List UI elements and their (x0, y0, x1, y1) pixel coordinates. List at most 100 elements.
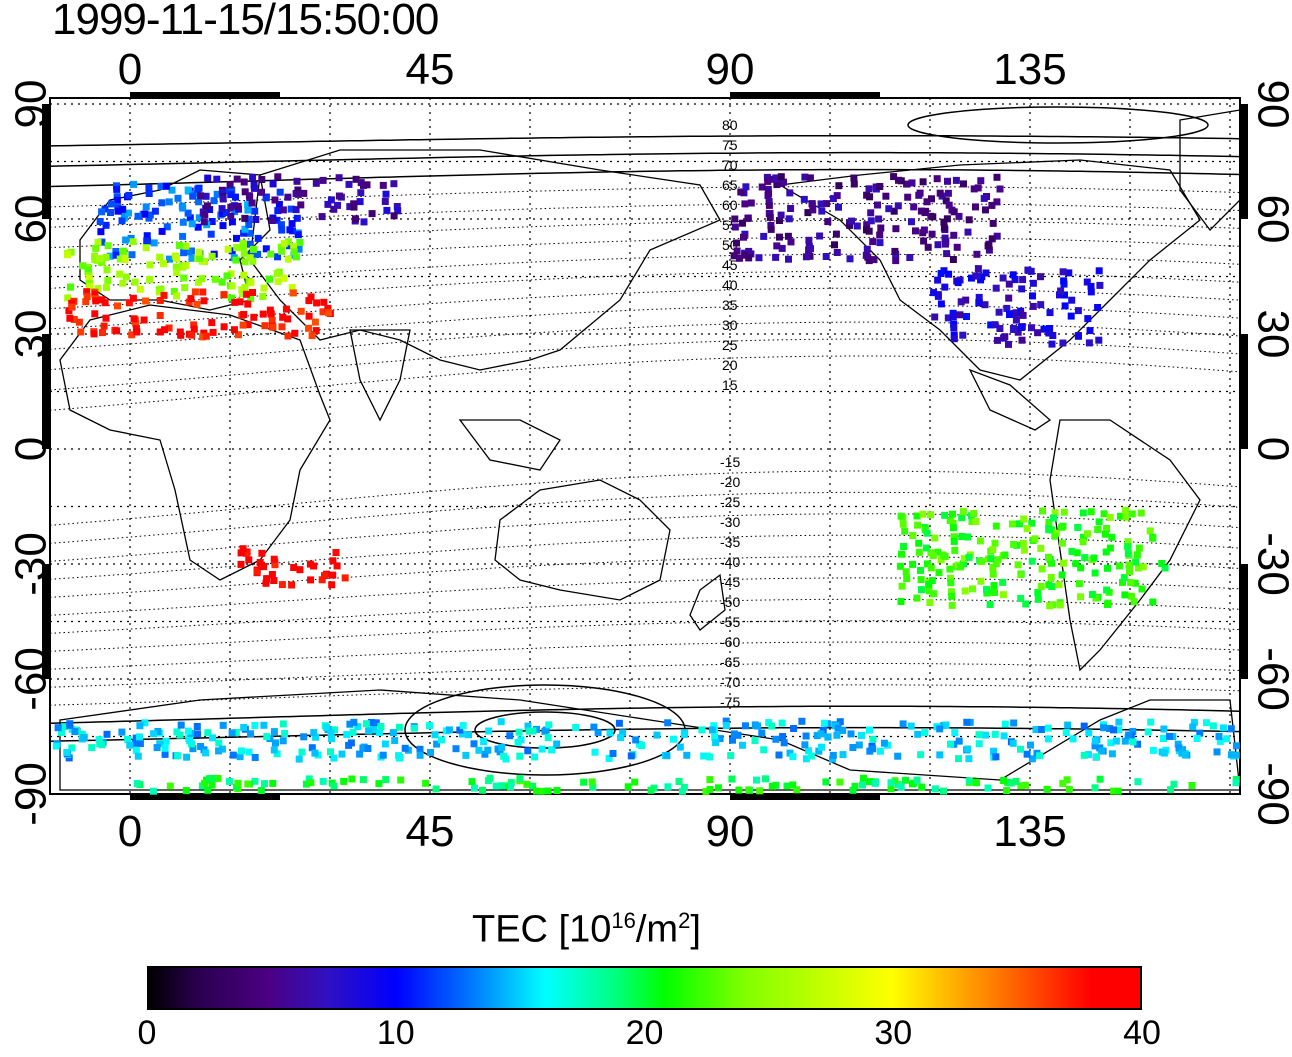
tec-point (269, 323, 277, 331)
tec-point (1014, 328, 1022, 336)
tec-point (994, 556, 1002, 564)
tec-point (104, 276, 112, 284)
tec-point (780, 739, 788, 747)
tec-point (249, 173, 257, 181)
tec-point (246, 254, 254, 262)
tec-point (332, 549, 340, 556)
tec-point (223, 272, 231, 280)
tec-point (1058, 571, 1066, 579)
tec-point (764, 185, 772, 193)
tec-point (251, 207, 259, 215)
tec-point (432, 785, 440, 793)
tec-point (365, 727, 373, 735)
tec-point (129, 294, 137, 302)
tec-point (874, 201, 881, 209)
tec-point (1167, 786, 1174, 794)
tec-point (676, 743, 684, 751)
tec-point (357, 189, 365, 197)
tec-point (772, 735, 780, 743)
coastline (968, 368, 1052, 431)
tec-point (1001, 551, 1009, 559)
tec-point (804, 209, 812, 217)
tec-point (1196, 729, 1204, 737)
tec-point (470, 740, 478, 748)
tec-point (933, 175, 941, 183)
tec-point (529, 727, 537, 735)
tec-point (262, 245, 270, 253)
tec-point (936, 751, 944, 759)
tec-point (1122, 506, 1130, 514)
tec-point (318, 576, 326, 584)
tec-point (953, 243, 961, 251)
tec-point (1058, 523, 1065, 531)
tec-point (980, 194, 988, 202)
tec-point (68, 299, 76, 307)
tec-point (240, 229, 248, 237)
tec-point (773, 242, 781, 250)
tec-point (977, 577, 985, 585)
tec-point (944, 189, 952, 197)
tec-point (288, 581, 296, 589)
contour-label: 40 (722, 277, 738, 293)
tec-point (302, 780, 310, 788)
tec-point (268, 571, 276, 578)
tec-point (1048, 559, 1055, 567)
tec-point (219, 189, 227, 196)
tec-point (572, 724, 580, 731)
tec-point (215, 747, 223, 755)
tec-point (165, 324, 173, 332)
tec-point (237, 549, 245, 557)
colorbar-label: TEC [1016/m2] (472, 908, 701, 952)
tec-point (778, 719, 786, 727)
tec-point (319, 308, 327, 316)
tec-point (987, 321, 995, 329)
tec-point (156, 740, 164, 748)
tec-point (202, 332, 210, 340)
lon-tick-label-top: 135 (993, 45, 1066, 94)
tec-point (240, 271, 248, 279)
lat-tick-label-right: 0 (1248, 437, 1292, 461)
tec-point (84, 266, 92, 274)
tec-point (214, 774, 222, 782)
tec-point (180, 274, 188, 282)
mlat-contour (49, 253, 1241, 289)
tec-point (85, 274, 93, 282)
tec-point (289, 289, 297, 297)
tec-point (1007, 779, 1015, 787)
tec-point (456, 726, 464, 734)
tec-point (1055, 581, 1063, 589)
tec-point (125, 191, 133, 199)
tec-point (180, 249, 188, 257)
tec-point (716, 735, 724, 743)
tec-point (1227, 725, 1235, 733)
tec-point (835, 203, 842, 211)
tec-point (295, 755, 303, 763)
contour-label: 15 (722, 377, 738, 393)
tec-point (926, 599, 934, 606)
tec-point (742, 183, 750, 191)
tec-point (934, 276, 942, 284)
tec-point (780, 178, 787, 186)
tec-point (471, 784, 478, 792)
border-bar (130, 92, 280, 98)
tec-point (311, 318, 319, 326)
tec-point (742, 722, 749, 730)
tec-point (1012, 316, 1020, 324)
tec-point (241, 283, 249, 291)
tec-point (1087, 288, 1095, 296)
tec-point (368, 210, 376, 218)
tec-point (272, 739, 279, 747)
tec-point (1084, 315, 1092, 323)
tec-point (259, 310, 267, 318)
tec-point (63, 748, 71, 756)
tec-point (776, 217, 783, 224)
mlat-contour (49, 513, 1241, 562)
mlat-contour (49, 705, 1241, 724)
tec-point (950, 231, 958, 239)
tec-point (887, 779, 895, 787)
tec-point (1012, 777, 1020, 785)
tec-point (1017, 324, 1025, 331)
tec-point (683, 751, 691, 759)
tec-point (1121, 737, 1129, 745)
tec-point (228, 729, 236, 737)
